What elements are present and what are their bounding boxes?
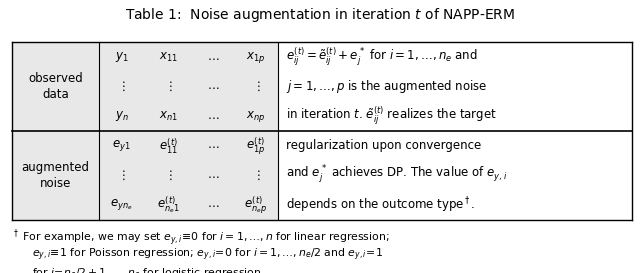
Bar [278,72,632,102]
Text: and $e_j^*$ achieves DP. The value of $e_{y,i}$: and $e_j^*$ achieves DP. The value of $e… [286,164,508,186]
Bar [278,131,632,161]
Text: $\cdots$: $\cdots$ [207,169,219,182]
Text: $y_n$: $y_n$ [115,109,129,123]
Bar [12,102,278,131]
Bar [278,190,632,220]
Text: in iteration $t$. $\tilde{e}_{ij}^{(t)}$ realizes the target: in iteration $t$. $\tilde{e}_{ij}^{(t)}$… [286,105,497,127]
Bar [12,190,278,220]
Text: $\vdots$: $\vdots$ [117,80,126,93]
Text: regularization upon convergence: regularization upon convergence [286,139,481,152]
Text: data: data [42,88,68,102]
Bar [12,72,278,102]
Bar [12,161,278,190]
Text: noise: noise [40,177,71,190]
Text: $y_1$: $y_1$ [115,50,129,64]
Text: $\cdots$: $\cdots$ [207,198,219,212]
Text: $\vdots$: $\vdots$ [252,169,260,182]
Bar [278,161,632,190]
Text: $\vdots$: $\vdots$ [164,169,172,182]
Text: $\vdots$: $\vdots$ [252,80,260,93]
Text: $\cdots$: $\cdots$ [207,110,219,123]
Text: $e_{y,i}\!\equiv\!1$ for Poisson regression; $e_{y,i}\!=\!0$ for $i=1,\ldots,n_e: $e_{y,i}\!\equiv\!1$ for Poisson regress… [32,246,383,263]
Text: $x_{1p}$: $x_{1p}$ [246,50,266,65]
Bar [12,42,278,72]
Text: $^\dagger$ For example, we may set $e_{y,i}\!\equiv\!0$ for $i=1,\ldots,n$ for l: $^\dagger$ For example, we may set $e_{y… [12,227,389,248]
Text: $e_{n_e1}^{(t)}$: $e_{n_e1}^{(t)}$ [157,194,179,215]
Text: $e_{n_ep}^{(t)}$: $e_{n_ep}^{(t)}$ [244,194,268,216]
Text: $\cdots$: $\cdots$ [207,51,219,64]
Text: Table 1:  Noise augmentation in iteration $t$ of NAPP-ERM: Table 1: Noise augmentation in iteration… [125,6,515,24]
Text: $\cdots$: $\cdots$ [207,80,219,93]
Bar [278,42,632,72]
Bar [278,102,632,131]
Text: $x_{np}$: $x_{np}$ [246,109,266,124]
Text: $\vdots$: $\vdots$ [117,169,126,182]
Text: augmented: augmented [21,161,90,174]
Text: for $i\!=\!n_e/2+1,\ldots,n_e$ for logistic regression.: for $i\!=\!n_e/2+1,\ldots,n_e$ for logis… [32,266,265,273]
Text: $e_{ij}^{(t)}=\tilde{e}_{ij}^{(t)}+e_j^*$ for $i=1,\ldots,n_e$ and: $e_{ij}^{(t)}=\tilde{e}_{ij}^{(t)}+e_j^*… [286,46,477,68]
Text: $j=1,\ldots,p$ is the augmented noise: $j=1,\ldots,p$ is the augmented noise [286,78,488,95]
Text: observed: observed [28,72,83,85]
Text: $\cdots$: $\cdots$ [207,139,219,152]
Text: $e_{y1}$: $e_{y1}$ [112,138,131,153]
Bar [12,131,278,161]
Text: depends on the outcome type$^\dagger$.: depends on the outcome type$^\dagger$. [286,195,476,215]
Text: $x_{11}$: $x_{11}$ [159,51,177,64]
Text: $e_{11}^{(t)}$: $e_{11}^{(t)}$ [159,136,177,156]
Text: $e_{yn_e}$: $e_{yn_e}$ [110,197,133,212]
Text: $\vdots$: $\vdots$ [164,80,172,93]
Text: $e_{1p}^{(t)}$: $e_{1p}^{(t)}$ [246,135,266,156]
Text: $x_{n1}$: $x_{n1}$ [159,110,177,123]
